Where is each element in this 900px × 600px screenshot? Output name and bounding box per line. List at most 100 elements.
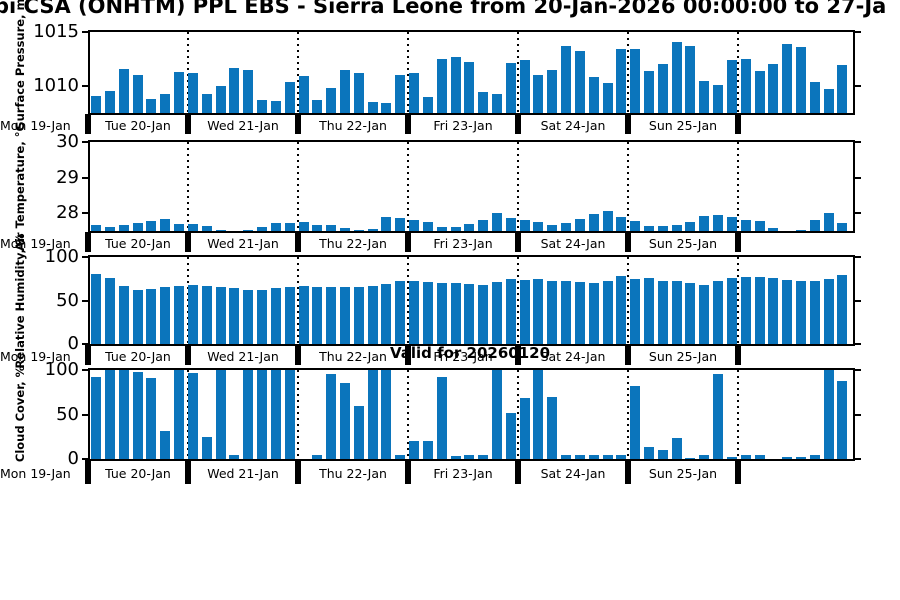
bar (713, 214, 724, 231)
bar (630, 278, 641, 344)
day-separator-mark (85, 232, 91, 252)
bar (326, 88, 337, 113)
day-label: Sat 24-Jan (540, 236, 606, 251)
bar (699, 216, 710, 231)
y-tick-mark (82, 176, 88, 179)
day-label: Sat 24-Jan (540, 118, 606, 133)
bar (533, 278, 544, 344)
day-label-row: Mon 19-Jan Tue 20-Jan Wed 21-Jan Thu 22-Jan… (0, 232, 900, 255)
day-gridline (627, 142, 629, 231)
bar (409, 219, 420, 231)
bar (630, 49, 641, 113)
day-separator-mark (515, 232, 521, 252)
bar (713, 373, 724, 459)
day-label: Thu 22-Jan (319, 236, 387, 251)
y-tick-label: 28 (56, 202, 79, 224)
y-tick-label: 29 (56, 166, 79, 188)
day-separator-mark (515, 460, 521, 484)
bar (574, 51, 585, 113)
bar (105, 370, 116, 459)
bar (478, 454, 489, 459)
bar (312, 100, 323, 113)
bar (381, 103, 392, 113)
y-tick-label: 1010 (33, 75, 79, 96)
y-tick-label: 100 (44, 359, 79, 380)
day-separator-mark (735, 345, 741, 365)
bar (823, 213, 834, 231)
bar (339, 227, 350, 231)
bar (201, 436, 212, 459)
bar (312, 225, 323, 231)
bar (436, 377, 447, 459)
bar (381, 370, 392, 459)
bar (796, 47, 807, 113)
bar (533, 75, 544, 113)
bar (118, 370, 129, 459)
axis-start-label: Mon 19-Jan (0, 236, 71, 251)
bar (132, 75, 143, 113)
bar (491, 212, 502, 231)
y-tick-label: 50 (56, 403, 79, 425)
bar (91, 224, 102, 231)
bar (422, 441, 433, 459)
bar (270, 288, 281, 344)
bar (588, 455, 599, 459)
bar (422, 96, 433, 113)
day-gridline (297, 370, 299, 459)
day-label: Fri 23-Jan (433, 466, 493, 481)
axis-start-label: Mon 19-Jan (0, 466, 71, 481)
bar (644, 225, 654, 231)
bar (547, 396, 558, 459)
day-label: Wed 21-Jan (207, 349, 279, 364)
bar (132, 371, 143, 459)
y-tick-mark (855, 141, 861, 143)
bar (837, 380, 848, 459)
day-separator-mark (625, 345, 631, 365)
bar (409, 280, 420, 344)
bar (671, 437, 682, 459)
bar (257, 100, 268, 113)
bar (491, 93, 502, 113)
bar (699, 284, 710, 344)
day-separator-mark (405, 345, 411, 365)
bar (796, 280, 807, 344)
bar (174, 224, 185, 231)
day-separator-mark (295, 460, 301, 484)
bar (464, 283, 475, 344)
bar (187, 223, 198, 231)
bar (782, 43, 793, 113)
y-tick-mark (82, 458, 88, 460)
bar (409, 73, 420, 113)
y-tick-label: 1015 (33, 21, 79, 42)
day-separator-mark (185, 232, 191, 252)
bar (367, 102, 378, 113)
bar (519, 398, 530, 459)
y-tick-mark (82, 369, 88, 371)
bar (519, 219, 530, 231)
day-gridline (297, 32, 299, 113)
bar (519, 279, 530, 344)
bar (243, 69, 254, 113)
bar (270, 101, 281, 113)
bar (174, 285, 185, 344)
surface-pressure-chart (88, 30, 855, 115)
bar (395, 455, 406, 459)
bar (187, 73, 198, 113)
axis-start-label: Mon 19-Jan (0, 349, 71, 364)
bar (796, 457, 807, 459)
bar (381, 216, 392, 231)
bar (478, 284, 489, 344)
bar (284, 223, 295, 231)
air-temperature-chart (88, 140, 855, 233)
bar (754, 455, 765, 459)
bar (298, 222, 309, 231)
bar (657, 226, 668, 231)
day-label: Sun 25-Jan (648, 118, 718, 133)
day-label-row: Mon 19-Jan Tue 20-Jan Wed 21-Jan Thu 22-Jan… (0, 460, 900, 487)
bar (201, 93, 212, 113)
bar (671, 281, 682, 344)
bar (505, 412, 516, 459)
bar (657, 280, 668, 344)
bar (339, 69, 350, 113)
day-separator-mark (405, 114, 411, 134)
